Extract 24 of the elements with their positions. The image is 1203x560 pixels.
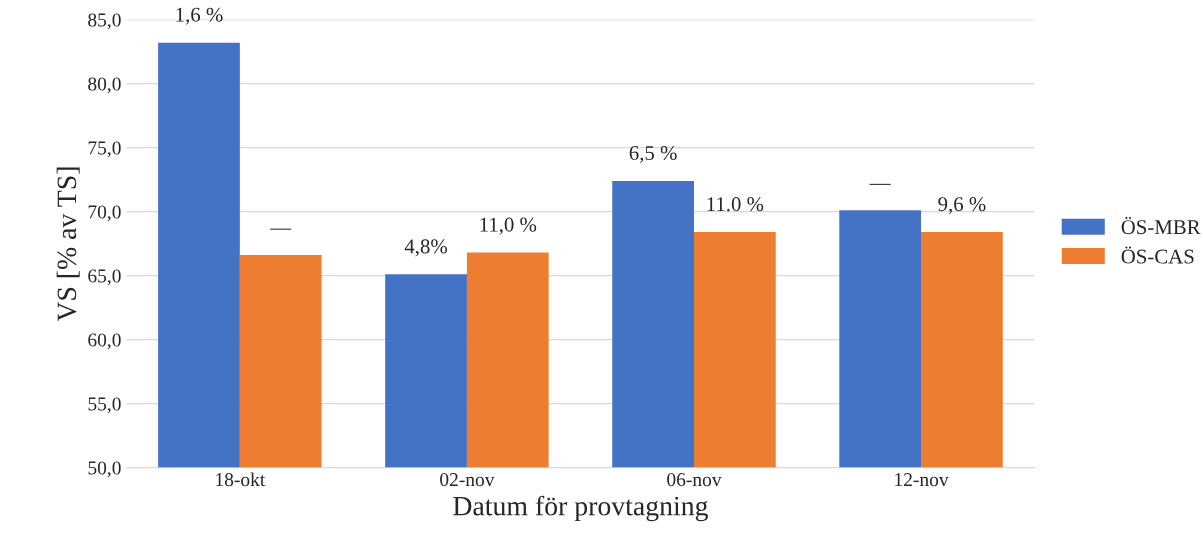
x-tick-label: 18-okt: [216, 472, 266, 487]
annotation: 1,6 %: [176, 7, 223, 25]
y-axis-title: VS [% av TS]: [56, 167, 80, 322]
annotation: 6,5 %: [629, 145, 677, 163]
y-tick-label: 60,0: [88, 333, 121, 350]
annotation: 11,0 %: [480, 217, 537, 235]
annotation: —: [869, 183, 891, 185]
legend-label: ÖS-MBR: [1121, 217, 1201, 235]
x-tick-label: 02-nov: [440, 473, 495, 487]
y-tick-label: 75,0: [88, 141, 121, 158]
x-tick-label: 06-nov: [667, 473, 722, 487]
annotation: 9,6 %: [938, 197, 986, 215]
y-tick-label: 70,0: [88, 205, 121, 222]
annotation: —: [270, 228, 292, 230]
legend-label: ÖS-CAS: [1121, 246, 1194, 264]
annotation: 11.0 %: [707, 197, 764, 212]
annotation: 4,8%: [404, 239, 448, 257]
y-tick-label: 80,0: [88, 77, 121, 94]
y-tick-label: 65,0: [88, 269, 121, 286]
y-tick-label: 50,0: [88, 461, 121, 478]
x-axis-title: Datum för provtagning: [453, 495, 708, 522]
x-tick-label: 12-nov: [895, 473, 949, 487]
y-tick-label: 85,0: [88, 13, 121, 30]
y-tick-label: 55,0: [88, 397, 121, 414]
